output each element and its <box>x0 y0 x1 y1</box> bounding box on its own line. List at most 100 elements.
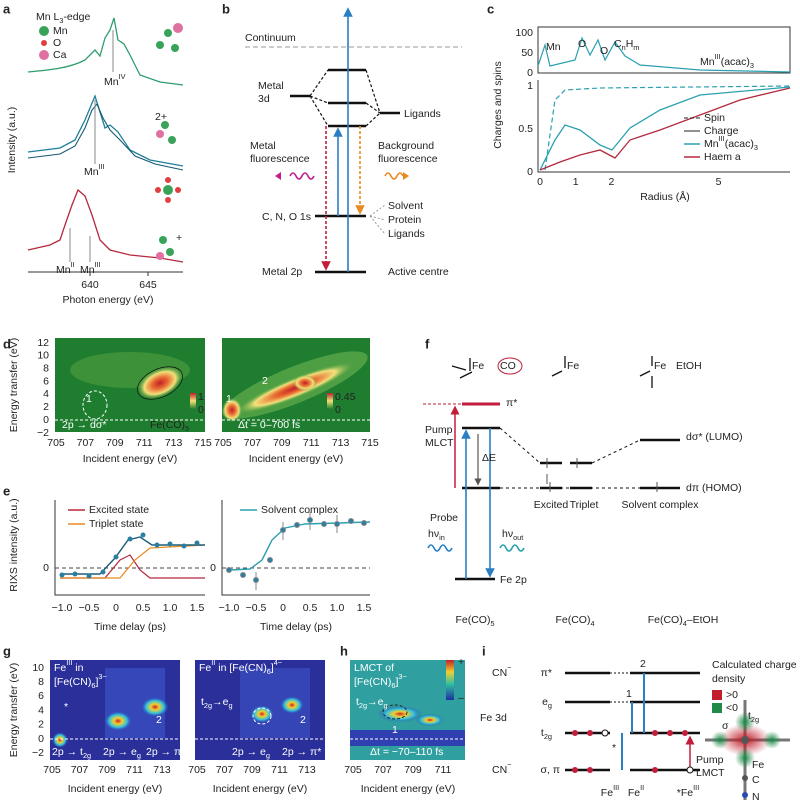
panel-c-rect <box>537 26 791 74</box>
text-part: Fe(CO) <box>455 614 490 626</box>
text-part: hν <box>428 528 439 540</box>
text-part: Mn <box>84 166 99 178</box>
etoh: EtOH <box>676 360 702 372</box>
subscript: 6 <box>391 681 395 690</box>
species: *FeIII <box>677 783 699 798</box>
d-sigma: dσ* (LUMO) <box>686 431 743 443</box>
panel-d-ellipse <box>237 362 353 414</box>
superscript: III <box>719 134 725 143</box>
x-ticks: 715 <box>194 437 212 449</box>
panel-d-ellipse <box>137 366 183 400</box>
panel-e-g-circle <box>59 572 65 578</box>
panel-i-ellipse <box>735 748 755 768</box>
bottom-y-ticks: 0 <box>527 166 533 178</box>
x-label: Time delay (ps) <box>94 621 166 633</box>
superscript: III <box>99 162 105 171</box>
panel-f-path <box>427 544 453 552</box>
x-ticks: 707 <box>71 764 89 776</box>
text-part: hν <box>502 528 513 540</box>
text-part: Mn <box>80 264 95 276</box>
panel-a-g-circle <box>165 197 171 203</box>
panel-i-g-circle <box>572 767 578 773</box>
subscript: 2g <box>544 732 552 741</box>
x-ticks: 1.0 <box>330 602 345 614</box>
x-ticks: 640 <box>81 279 99 291</box>
panel-e-g-circle <box>167 541 173 547</box>
text-part: Fe(CO) <box>555 614 590 626</box>
superscript: − <box>507 663 511 672</box>
panel-g-ellipse <box>280 696 304 714</box>
panel-i-g-circle <box>667 730 673 736</box>
x-ticks: 1.0 <box>163 602 178 614</box>
panel-c-path <box>539 86 791 171</box>
legend-title: Mn L3-edge <box>36 11 90 26</box>
x-ticks: 707 <box>244 437 262 449</box>
text-part: (acac) <box>725 138 754 150</box>
x-ticks: 711 <box>271 764 288 776</box>
superscript: II <box>640 783 644 792</box>
y-ticks: 2 <box>43 401 49 413</box>
panel-c-path <box>544 85 791 171</box>
active: Active centre <box>388 266 449 278</box>
panel-e-g-circle <box>86 573 92 579</box>
panel-f-path <box>499 544 525 552</box>
panel-label: g <box>3 643 11 658</box>
panel-a-g-circle <box>165 177 171 183</box>
panel-e-g-circle <box>253 577 259 583</box>
y-label: Charges and spins <box>492 61 504 149</box>
panel-a-circle <box>156 252 164 260</box>
probe: Probe <box>430 512 458 524</box>
core: C, N, O 1s <box>262 211 311 223</box>
scale: 0 <box>198 404 204 416</box>
x-ticks: −1.0 <box>219 602 240 614</box>
y-ticks: 10 <box>37 350 49 362</box>
superscript: 3− <box>398 672 406 681</box>
text-part: –EtOH <box>687 614 719 626</box>
text-part: e <box>542 696 548 708</box>
panel-i-path <box>610 672 630 703</box>
y-label: RIXS intensity (a.u.) <box>8 498 20 591</box>
delay: Δt = −70–110 fs <box>370 746 443 758</box>
continuum: Continuum <box>245 32 296 44</box>
x-ticks: 707 <box>77 437 95 449</box>
panel-b-drawing <box>245 7 462 274</box>
panel-e-g-circle <box>226 567 232 573</box>
y-ticks: 10 <box>32 662 44 674</box>
density-labels: σ <box>722 720 729 732</box>
panel-c-path <box>539 87 791 171</box>
peaks: MnIV <box>104 72 126 87</box>
panel-e-g <box>59 532 200 579</box>
charges: + <box>176 232 182 244</box>
subscript: 6 <box>267 667 271 676</box>
panel-h-ellipse <box>416 714 444 726</box>
transitions: 2p → t2g <box>52 746 91 761</box>
panel-g-ellipse <box>141 697 169 717</box>
panel-label: i <box>482 643 486 658</box>
panel-e-g-circle <box>100 569 106 575</box>
x-ticks: 1.5 <box>190 602 205 614</box>
metal-2p: Metal 2p <box>262 266 302 278</box>
panel-a-g-circle <box>156 41 164 49</box>
states: Excited <box>534 499 569 511</box>
y-label: Intensity (a.u.) <box>6 107 18 174</box>
panel-a-g <box>156 29 179 52</box>
legend: Charge <box>704 125 739 137</box>
text-part: in [Fe(CN) <box>215 662 266 674</box>
subscript: 2g <box>83 751 91 760</box>
y-label: Energy transfer (eV) <box>8 663 20 758</box>
peak: 1 <box>392 724 398 736</box>
y-ticks: 4 <box>38 704 44 716</box>
scale: – <box>458 692 464 704</box>
x-ticks: 705 <box>43 764 61 776</box>
superscript: 3− <box>98 672 106 681</box>
panel-i-circle <box>742 775 748 781</box>
panel-a-g-circle <box>175 187 181 193</box>
subscript: 3 <box>754 143 758 152</box>
x-ticks: 705 <box>188 764 206 776</box>
panel-c-drawing <box>537 26 791 173</box>
panel-i-rect <box>712 703 722 713</box>
density-title: Calculated charge <box>712 659 797 671</box>
hv-out: hνout <box>502 528 523 543</box>
species: FeIII <box>601 783 619 798</box>
x-label: Incident energy (eV) <box>249 453 344 465</box>
